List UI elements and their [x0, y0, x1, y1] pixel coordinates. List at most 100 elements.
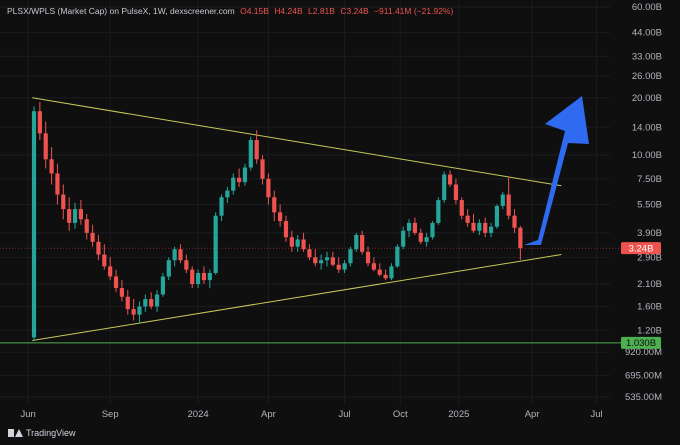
candle — [319, 254, 324, 270]
price-tag-text: 1.030B — [626, 338, 656, 349]
candle — [383, 269, 388, 281]
candle — [43, 121, 48, 169]
candle — [330, 251, 335, 267]
candle — [272, 190, 277, 222]
y-tick-label: 2.10B — [637, 279, 662, 290]
y-tick-label: 26.00B — [632, 71, 662, 82]
candle — [442, 171, 447, 203]
candle — [389, 263, 394, 281]
candle — [295, 235, 300, 252]
arrow-up-icon — [524, 96, 589, 245]
candle — [242, 163, 248, 186]
candle — [512, 209, 517, 233]
candle — [84, 213, 89, 240]
candle — [430, 221, 435, 240]
y-tick-label: 5.50B — [637, 199, 662, 210]
candle — [102, 244, 107, 270]
y-tick-label: 3.90B — [637, 228, 662, 239]
x-tick-label: Jul — [339, 409, 351, 420]
support-price-tag: 1.030B — [621, 336, 661, 349]
tradingview-brand[interactable]: TradingView — [8, 428, 76, 438]
y-tick-label: 20.00B — [632, 93, 662, 104]
candle — [184, 254, 189, 273]
candle — [313, 249, 318, 267]
candle — [90, 224, 95, 247]
price-tag-text: 3.24B — [629, 243, 654, 254]
pair-title: PLSX/WPLS (Market Cap) on PulseX, 1W, de… — [7, 6, 235, 16]
candle — [301, 232, 306, 252]
candle — [406, 219, 412, 238]
candle — [465, 209, 470, 227]
y-tick-label: 2.90B — [637, 252, 662, 263]
candle — [488, 222, 494, 238]
candle — [190, 266, 195, 289]
candle — [125, 290, 130, 315]
brand-label: TradingView — [26, 428, 76, 438]
candle — [166, 257, 171, 281]
x-tick-label: Oct — [393, 409, 408, 420]
candle — [354, 232, 359, 252]
candle — [248, 136, 253, 171]
candle — [260, 155, 265, 185]
x-tick-label: 2025 — [448, 409, 469, 420]
time-axis[interactable]: Jun Sep 2024 Apr Jul Oct 2025 Apr Jul — [20, 409, 602, 420]
candle — [360, 230, 365, 255]
candle — [37, 102, 42, 140]
candle — [266, 173, 271, 205]
candle — [231, 173, 236, 195]
ascending-trendline — [32, 254, 562, 341]
candle — [67, 197, 72, 231]
candle — [471, 213, 476, 233]
candle — [207, 269, 212, 289]
candle — [119, 280, 124, 302]
candle — [336, 257, 341, 273]
candle — [113, 269, 119, 293]
y-tick-label: 1.60B — [637, 301, 662, 312]
candle — [324, 251, 330, 267]
candle — [72, 202, 78, 229]
candle — [307, 244, 312, 261]
candle — [225, 186, 230, 203]
y-tick-label: 1.20B — [637, 325, 662, 336]
candle — [55, 163, 60, 205]
candle — [377, 263, 382, 277]
candle — [401, 226, 406, 250]
candle — [289, 230, 294, 252]
candle — [283, 215, 289, 242]
candle — [278, 204, 283, 227]
high-value: H4.24B — [274, 6, 303, 16]
candle — [412, 217, 417, 236]
candle — [201, 266, 207, 285]
price-tags: 3.24B 1.030B — [621, 242, 661, 349]
candle — [61, 184, 66, 220]
trendlines — [0, 97, 640, 344]
candle — [172, 246, 177, 267]
y-tick-label: 33.00B — [632, 51, 662, 62]
candle — [131, 299, 136, 321]
up-arrow-annotation — [524, 96, 589, 245]
candle — [447, 170, 453, 187]
candle — [477, 219, 482, 236]
candle — [178, 244, 183, 264]
candle — [342, 260, 347, 273]
low-value: L2.81B — [308, 6, 335, 16]
candle — [518, 225, 523, 260]
candle — [237, 168, 242, 187]
candle — [195, 269, 201, 289]
candle — [348, 246, 353, 267]
grid-lines — [0, 0, 610, 405]
candle — [395, 244, 400, 268]
open-value: O4.15B — [240, 6, 269, 16]
candle — [143, 294, 148, 312]
price-axis[interactable]: 60.00B 44.00B 33.00B 26.00B 20.00B 14.00B 10.0… — [625, 2, 662, 403]
candle — [453, 178, 459, 205]
y-tick-label: 535.00M — [625, 392, 662, 403]
candle — [424, 232, 429, 247]
y-tick-label: 10.00B — [632, 150, 662, 161]
candle — [31, 106, 37, 342]
y-tick-label: 14.00B — [632, 122, 662, 133]
x-tick-label: Sep — [102, 409, 119, 420]
tradingview-logo-icon — [8, 429, 23, 437]
candle — [137, 301, 142, 324]
